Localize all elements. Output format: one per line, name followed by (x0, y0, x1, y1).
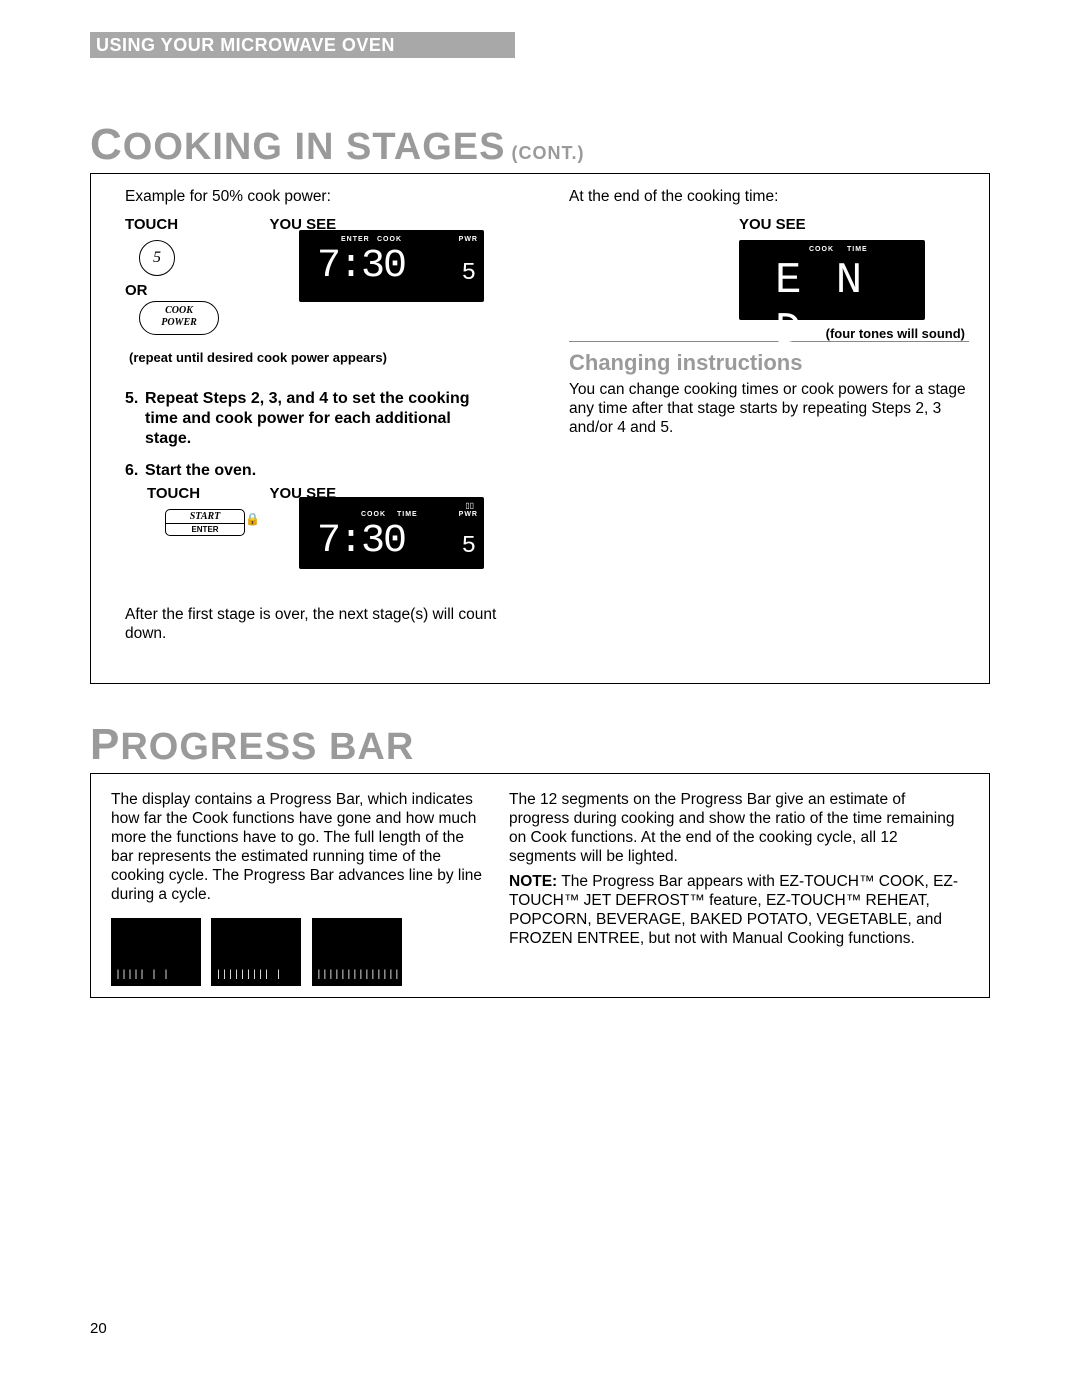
lock-icon: 🔒 (245, 512, 260, 526)
heading-progress-bar: PROGRESS BAR (90, 720, 414, 770)
pb-right-column: The 12 segments on the Progress Bar give… (509, 786, 969, 948)
pb-seg-3: ||||||||||||||||| (316, 970, 418, 981)
page-number: 20 (90, 1320, 107, 1337)
left-column: Example for 50% cook power: TOUCH YOU SE… (125, 188, 503, 643)
display3-time-label: TIME (847, 246, 868, 253)
after-stage-note: After the first stage is over, the next … (125, 605, 503, 643)
pb-displays-row: ||||| | | ||||||||| | ||||||||||||||||| (111, 918, 487, 986)
yousee-heading-3: YOU SEE (739, 216, 806, 233)
pb-seg-1: ||||| | | (115, 970, 169, 981)
section-header: USING YOUR MICROWAVE OVEN (90, 32, 515, 58)
repeat-note: (repeat until desired cook power appears… (129, 350, 503, 365)
changing-instructions-para: You can change cooking times or cook pow… (569, 380, 969, 437)
start-enter-button: START ENTER 🔒 (165, 509, 245, 536)
pb-display-3: ||||||||||||||||| (312, 918, 402, 986)
touch-block-2: START ENTER 🔒 ▯▯ COOK TIME PWR 7:30 5 (125, 509, 503, 591)
title-first-letter: C (90, 120, 123, 169)
title-rest: OOKING IN STAGES (123, 126, 506, 168)
cook-power-button: COOK POWER (139, 301, 219, 335)
display1-pwr: 5 (462, 260, 474, 287)
display2-prog-icon: ▯▯ (465, 501, 474, 510)
display-1: ENTER COOK PWR 7:30 5 (299, 230, 484, 302)
display2-time-label: TIME (397, 511, 418, 518)
pb-note-para: NOTE: The Progress Bar appears with EZ-T… (509, 872, 969, 948)
touch-heading: TOUCH (125, 216, 265, 233)
pb-note-text: The Progress Bar appears with EZ-TOUCH™ … (509, 873, 958, 947)
display-3: COOK TIME E N D (739, 240, 925, 320)
note-label: NOTE: (509, 873, 557, 890)
pb-display-1: ||||| | | (111, 918, 201, 986)
display2-pwr: 5 (462, 533, 474, 560)
touch-block-1: 5 OR COOK POWER ENTER COOK PWR 7:30 5 (125, 240, 503, 340)
display2-pwr-label: PWR (459, 511, 478, 518)
right-column: At the end of the cooking time: YOU SEE … (569, 188, 969, 437)
cook-power-line1: COOK (165, 305, 193, 316)
pb-para1: The display contains a Progress Bar, whi… (111, 790, 487, 904)
title2-rest: ROGRESS BAR (120, 726, 414, 768)
instructions-box: Example for 50% cook power: TOUCH YOU SE… (90, 173, 990, 684)
pb-para2: The 12 segments on the Progress Bar give… (509, 790, 969, 866)
example-label: Example for 50% cook power: (125, 188, 503, 206)
display2-cook-label: COOK (361, 511, 386, 518)
display-3-wrap: COOK TIME E N D (739, 240, 969, 320)
step5-number: 5. (125, 389, 145, 409)
heading-cooking-in-stages: COOKING IN STAGES (CONT.) (90, 120, 584, 170)
display2-time: 7:30 (317, 519, 405, 564)
display3-cook-label: COOK (809, 246, 834, 253)
right-yousee-header: YOU SEE (569, 216, 969, 234)
display1-pwr-label: PWR (459, 236, 478, 243)
enter-label: ENTER (166, 524, 244, 535)
display1-time: 7:30 (317, 244, 405, 289)
step6-text: Start the oven. (145, 461, 495, 481)
step-5: 5.Repeat Steps 2, 3, and 4 to set the co… (125, 389, 503, 449)
pb-seg-2: ||||||||| | (215, 970, 281, 981)
step5-text: Repeat Steps 2, 3, and 4 to set the cook… (145, 389, 495, 449)
progress-bar-box: The display contains a Progress Bar, whi… (90, 773, 990, 998)
display-2: ▯▯ COOK TIME PWR 7:30 5 (299, 497, 484, 569)
touch-heading-2: TOUCH (147, 485, 265, 502)
pb-display-2: ||||||||| | (211, 918, 301, 986)
start-label: START (166, 510, 244, 524)
cook-power-line2: POWER (161, 317, 197, 328)
keypad-5-button: 5 (139, 240, 175, 276)
step-6: 6.Start the oven. (125, 461, 503, 481)
display1-cook-label: COOK (377, 236, 402, 243)
end-of-cooking-label: At the end of the cooking time: (569, 188, 969, 206)
display1-enter-label: ENTER (341, 236, 370, 243)
title2-first-letter: P (90, 720, 120, 769)
title-cont: (CONT.) (505, 143, 584, 163)
display3-end: E N D (775, 256, 925, 356)
step6-number: 6. (125, 461, 145, 481)
pb-left-column: The display contains a Progress Bar, whi… (111, 786, 487, 986)
